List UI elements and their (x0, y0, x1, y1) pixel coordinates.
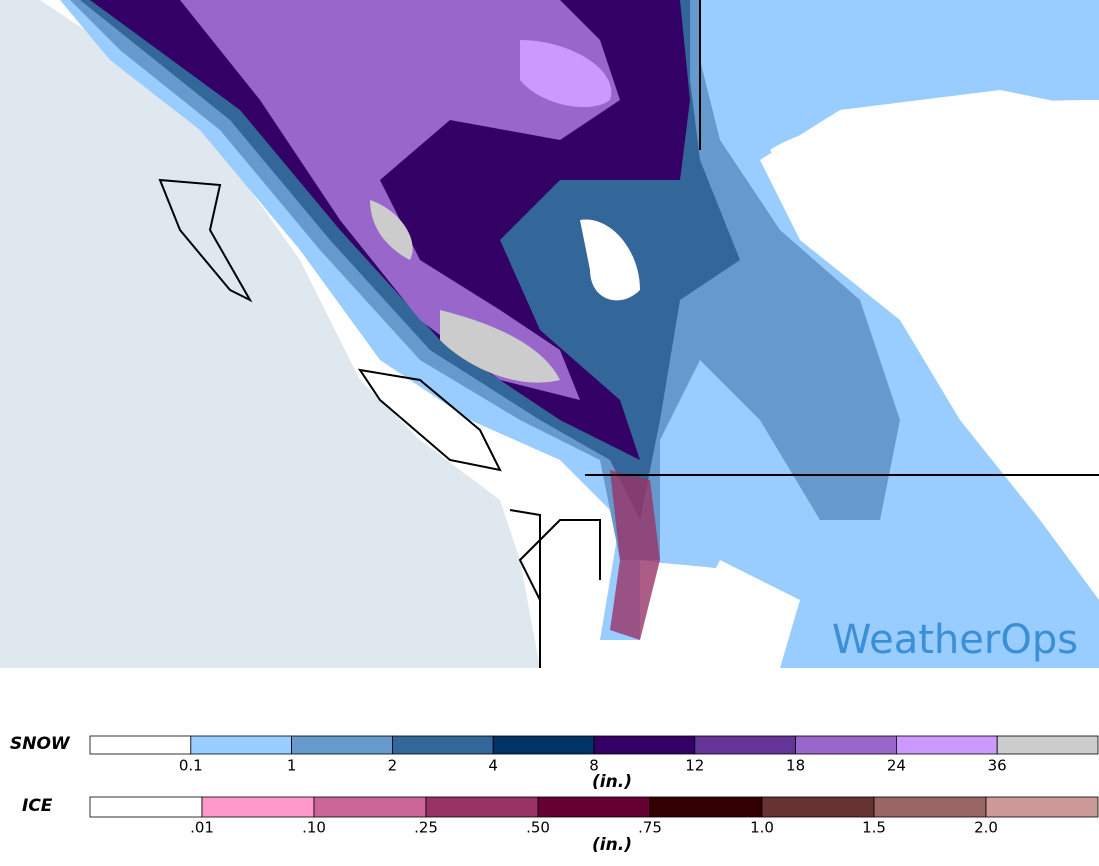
legend-tick-label: 24 (887, 757, 906, 775)
legend-tick-label: 18 (786, 757, 805, 775)
legend-tick-label: 2.0 (974, 819, 998, 837)
legend-tick-label: 1 (287, 757, 297, 775)
legend-tick-label: 1.0 (750, 819, 774, 837)
legend-swatch (593, 735, 696, 755)
legend-label: ICE (22, 796, 53, 816)
legend-label: SNOW (10, 734, 71, 754)
legend-swatch (996, 735, 1099, 755)
legend-swatch (201, 796, 315, 818)
legend-swatch (313, 796, 427, 818)
legend-tick-label: 12 (685, 757, 704, 775)
legend-tick-label: .25 (414, 819, 438, 837)
ice-area (610, 470, 660, 640)
legend-tick-label: .75 (638, 819, 662, 837)
legend-swatch (492, 735, 595, 755)
legend-swatch (896, 735, 998, 755)
legend-tick-label: 36 (988, 757, 1007, 775)
legend-swatch (425, 796, 539, 818)
map: WeatherOps (0, 0, 1099, 668)
logo: WeatherOps (832, 617, 1078, 663)
legend-swatch (537, 796, 651, 818)
no-snow (640, 560, 790, 668)
legend-tick-label: 1.5 (862, 819, 886, 837)
snow-area (370, 200, 413, 260)
legend-tick-label: .50 (526, 819, 550, 837)
legend-swatch (291, 735, 393, 755)
snow-area (520, 40, 612, 108)
legend-swatch (795, 735, 897, 755)
snow-area (440, 310, 560, 383)
legend-swatch (761, 796, 875, 818)
no-snow (770, 100, 1099, 230)
legend-tick-label: 2 (388, 757, 398, 775)
legend-tick-label: .10 (302, 819, 326, 837)
legend-swatch (89, 735, 192, 755)
legend-swatch (89, 796, 203, 818)
legend-swatch (873, 796, 987, 818)
legend-swatch (694, 735, 796, 755)
legend-tick-label: .01 (190, 819, 214, 837)
legend-unit: (in.) (592, 772, 632, 792)
legend-swatch (391, 735, 494, 755)
legend-tick-label: 0.1 (179, 757, 203, 775)
snow-area (180, 0, 620, 400)
legend-swatch (190, 735, 293, 755)
legend-swatch (985, 796, 1099, 818)
legend-swatch (649, 796, 763, 818)
legend-unit: (in.) (592, 835, 632, 855)
legend-tick-label: 8 (589, 757, 599, 775)
legend-tick-label: 4 (488, 757, 498, 775)
no-snow (580, 219, 640, 301)
coastline (158, 0, 1099, 668)
